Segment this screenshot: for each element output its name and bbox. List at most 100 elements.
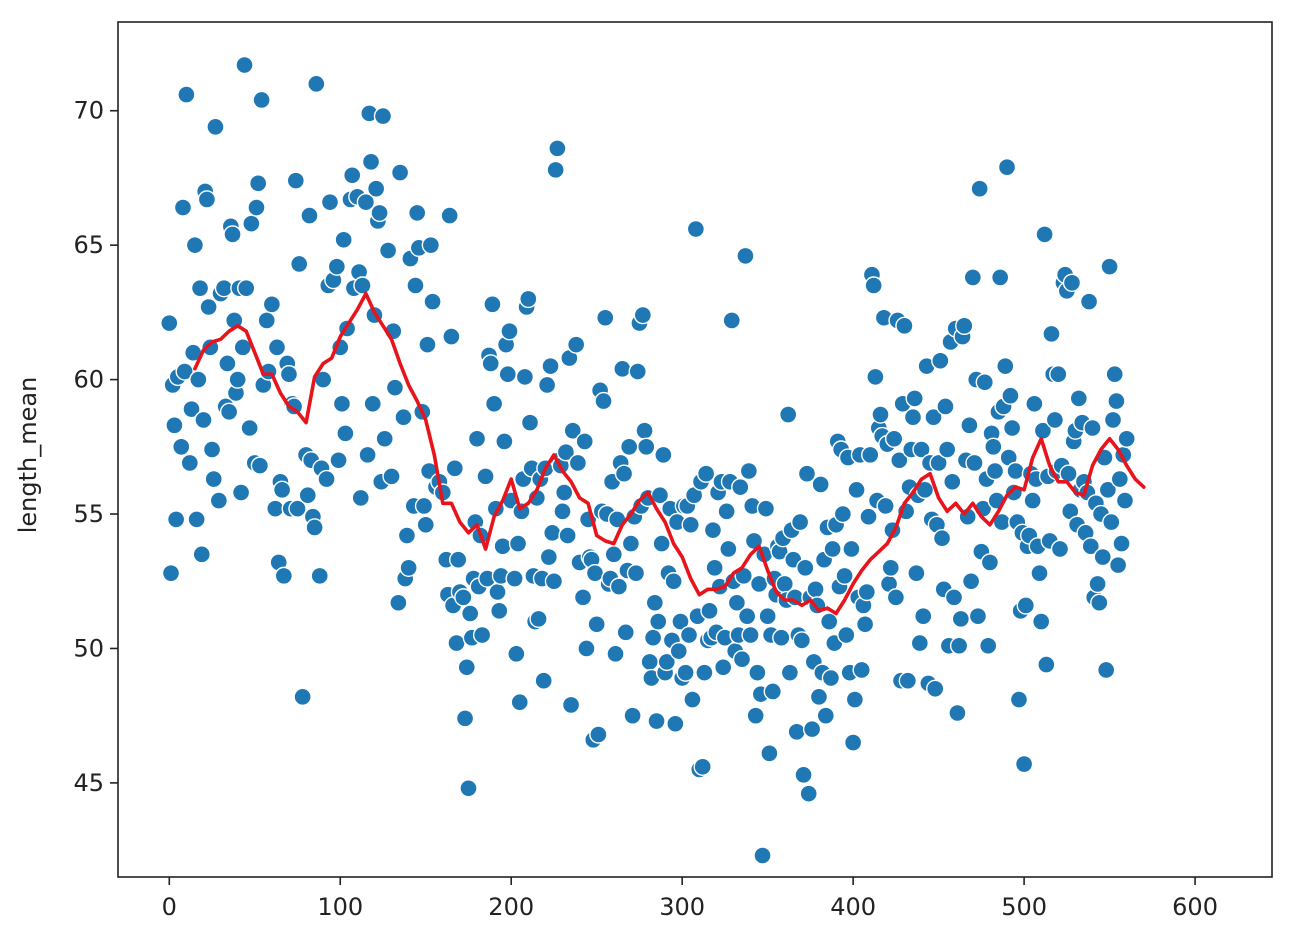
data-point	[609, 577, 629, 596]
data-point	[327, 257, 347, 276]
data-point	[397, 526, 417, 545]
data-point	[842, 539, 861, 559]
data-point	[274, 566, 294, 586]
data-point	[447, 633, 466, 653]
data-point	[669, 641, 688, 661]
data-point	[202, 440, 222, 459]
points-layer	[160, 55, 1136, 865]
data-point	[681, 515, 700, 534]
data-point	[366, 179, 386, 198]
data-point	[1049, 365, 1068, 384]
data-point	[1115, 491, 1135, 510]
data-point	[753, 846, 772, 865]
data-point	[640, 652, 659, 672]
data-point	[194, 410, 213, 430]
x-tick-label: 300	[659, 893, 705, 921]
data-point	[859, 507, 878, 526]
data-point	[876, 496, 895, 516]
data-point	[739, 461, 759, 481]
data-point	[361, 152, 381, 172]
x-axis: 0 100 200 300 400 500 600	[162, 877, 1218, 921]
data-point	[293, 687, 312, 707]
data-point	[423, 292, 442, 311]
data-point	[797, 464, 817, 483]
data-point	[794, 765, 813, 785]
data-point	[1025, 394, 1044, 413]
data-point	[637, 437, 656, 457]
data-point	[931, 351, 950, 370]
data-point	[596, 308, 615, 327]
data-point	[483, 295, 502, 314]
data-point	[488, 582, 507, 602]
data-point	[996, 356, 1015, 376]
y-tick-label: 50	[73, 634, 104, 662]
data-point	[351, 488, 370, 508]
data-point	[1042, 324, 1061, 344]
data-point	[898, 671, 918, 690]
x-tick-label: 0	[162, 893, 177, 921]
data-point	[382, 467, 401, 486]
data-point	[965, 453, 984, 473]
data-point	[741, 625, 760, 645]
data-point	[845, 690, 865, 709]
data-point	[373, 106, 393, 126]
data-point	[407, 203, 427, 223]
data-point	[861, 445, 880, 465]
data-point	[1079, 292, 1099, 311]
data-point	[719, 539, 738, 559]
data-point	[510, 693, 529, 712]
data-point	[454, 588, 473, 607]
x-tick-label: 500	[1001, 893, 1047, 921]
data-point	[703, 520, 723, 540]
data-point	[476, 467, 495, 486]
data-point	[561, 695, 581, 715]
data-point	[206, 117, 225, 137]
data-point	[1110, 469, 1130, 489]
data-point	[406, 276, 425, 295]
data-point	[363, 394, 382, 413]
data-point	[185, 235, 205, 255]
data-point	[652, 534, 671, 553]
data-point	[555, 483, 574, 502]
data-point	[722, 311, 741, 330]
data-point	[626, 563, 646, 583]
data-point	[843, 733, 863, 752]
data-point	[623, 706, 642, 725]
y-axis-label: length_mean	[14, 377, 42, 534]
data-point	[643, 628, 663, 647]
data-point	[985, 461, 1005, 481]
data-point	[886, 588, 906, 607]
data-point	[1059, 464, 1078, 483]
data-point	[895, 316, 914, 336]
data-point	[760, 744, 779, 763]
data-point	[955, 316, 974, 336]
y-tick-label: 55	[73, 500, 104, 528]
data-point	[792, 631, 812, 650]
x-tick-label: 400	[830, 893, 876, 921]
x-tick-label: 200	[488, 893, 534, 921]
data-point	[394, 408, 413, 427]
data-point	[929, 453, 948, 473]
data-point	[1112, 534, 1131, 553]
data-point	[705, 558, 724, 578]
data-point	[493, 537, 512, 556]
data-point	[866, 367, 885, 387]
data-point	[457, 658, 476, 677]
data-point	[334, 230, 353, 249]
data-point	[495, 432, 514, 451]
y-tick-label: 70	[73, 97, 104, 125]
data-point	[616, 623, 635, 642]
data-point	[951, 609, 971, 629]
data-point	[799, 784, 818, 803]
data-point	[177, 85, 196, 104]
data-point	[1006, 461, 1025, 481]
data-point	[180, 453, 200, 473]
data-point	[635, 421, 654, 440]
data-point	[949, 636, 969, 655]
data-point	[172, 437, 191, 457]
data-point	[835, 566, 854, 586]
data-point	[568, 453, 588, 473]
data-point	[1014, 754, 1034, 774]
data-point	[1009, 690, 1029, 709]
